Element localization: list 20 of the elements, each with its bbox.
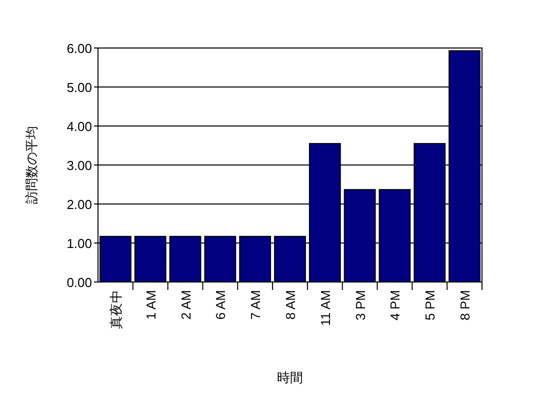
x-tick-label: 真夜中 [108,290,124,329]
x-tick-label: 7 AM [248,290,264,320]
x-tick-label: 4 PM [388,290,403,320]
x-tick-label: 5 PM [422,290,438,320]
x-tick-label: 6 AM [213,290,228,320]
y-axis-title: 訪問数の平均 [24,126,39,204]
x-tick-label: 8 PM [458,290,473,320]
x-tick-label: 1 AM [143,290,158,320]
y-tick-label: 0.00 [66,275,92,290]
y-tick-label: 5.00 [66,80,92,95]
y-tick-label: 1.00 [66,236,92,251]
x-axis-title: 時間 [277,370,303,385]
x-tick-label: 2 AM [178,290,194,320]
y-tick-label: 2.00 [66,197,92,212]
y-tick-label: 3.00 [66,158,92,173]
y-tick-label: 6.00 [66,41,92,56]
y-tick-label: 4.00 [66,119,92,134]
x-tick-label: 11 AM [318,290,333,326]
x-tick-label: 8 AM [283,290,298,320]
x-tick-label: 3 PM [352,290,368,320]
